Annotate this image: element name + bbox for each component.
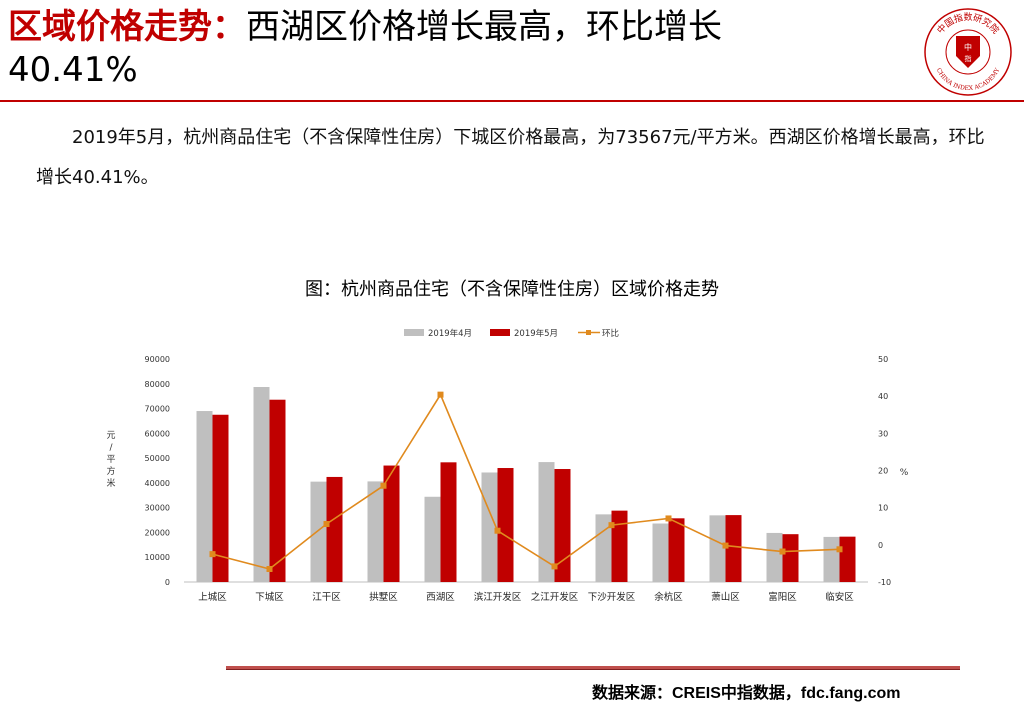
mom-point	[380, 482, 387, 489]
category-label: 江干区	[312, 592, 341, 603]
mom-point	[608, 522, 615, 529]
bar-apr	[595, 514, 612, 582]
bar-apr	[196, 411, 213, 582]
header-divider	[0, 100, 1024, 102]
bar-may	[668, 518, 685, 582]
bar-apr	[823, 536, 840, 582]
left-axis-label-char: /	[109, 443, 113, 453]
left-axis-label-char: 元	[106, 431, 115, 441]
bar-apr	[253, 386, 270, 582]
bar-apr	[709, 515, 726, 582]
left-axis-label-char: 米	[106, 477, 115, 489]
legend-label: 2019年4月	[428, 328, 472, 339]
bar-may	[212, 414, 229, 582]
right-tick-label: 0	[878, 541, 883, 550]
left-tick-label: 20000	[145, 528, 170, 537]
category-label: 萧山区	[711, 591, 740, 603]
category-label: 余杭区	[654, 591, 683, 603]
mom-point	[722, 542, 729, 549]
bar-apr	[367, 481, 384, 582]
mom-point	[323, 521, 330, 528]
bar-may	[497, 468, 514, 582]
legend-swatch-marker	[586, 330, 591, 335]
left-tick-label: 60000	[145, 429, 170, 438]
bar-apr	[766, 532, 783, 582]
left-tick-label: 30000	[145, 504, 170, 513]
bar-apr	[652, 523, 669, 582]
mom-point	[437, 391, 444, 398]
mom-point	[551, 563, 558, 570]
left-tick-label: 10000	[145, 553, 170, 562]
category-label: 下沙开发区	[588, 591, 636, 603]
left-tick-label: 50000	[145, 454, 170, 463]
category-label: 富阳区	[768, 591, 797, 603]
china-index-academy-logo: 中 指 中国指数研究院 CHINA INDEX ACADEMY	[922, 6, 1014, 98]
right-tick-label: 20	[878, 467, 888, 476]
title-highlight: 区域价格走势：	[8, 7, 246, 47]
right-tick-label: 10	[878, 504, 888, 513]
bar-may	[554, 469, 571, 582]
legend-label: 环比	[602, 328, 619, 339]
bar-apr	[481, 472, 498, 582]
category-label: 滨江开发区	[474, 591, 522, 603]
legend-swatch	[404, 329, 424, 336]
left-axis-label-char: 平	[106, 454, 115, 465]
data-source: 数据来源：CREIS中指数据，fdc.fang.com	[592, 685, 901, 702]
slide-title: 区域价格走势：西湖区价格增长最高，环比增长	[8, 4, 908, 50]
mom-point	[836, 546, 843, 553]
logo-text-top: 中国指数研究院	[934, 11, 1001, 36]
left-tick-label: 70000	[145, 405, 170, 414]
bar-may	[383, 465, 400, 582]
category-label: 西湖区	[426, 592, 455, 603]
svg-text:指: 指	[965, 54, 972, 63]
bar-may	[269, 399, 286, 582]
mom-point	[209, 551, 216, 558]
svg-text:中: 中	[964, 42, 972, 52]
mom-line	[212, 392, 840, 570]
bar-apr	[310, 481, 327, 582]
title-line2: 40.41%	[8, 50, 138, 90]
slide-header: 区域价格走势：西湖区价格增长最高，环比增长 40.41%	[8, 4, 908, 90]
right-axis-label: %	[900, 468, 909, 478]
price-trend-chart: 0 10000 20000 30000 40000 50000 60000 70000 8000…	[106, 328, 909, 603]
summary-paragraph: 2019年5月，杭州商品住宅（不含保障性住房）下城区价格最高，为73567元/平…	[36, 127, 985, 188]
bar-may	[839, 536, 856, 582]
bar-may	[725, 515, 742, 582]
legend-label: 2019年5月	[514, 328, 558, 339]
legend-swatch	[490, 329, 510, 336]
bar-may	[782, 534, 799, 582]
left-tick-label: 40000	[145, 479, 170, 488]
left-tick-label: 0	[165, 578, 170, 587]
mom-point	[266, 565, 273, 572]
footer-divider-shadow	[226, 669, 960, 670]
right-tick-label: 50	[878, 355, 888, 364]
right-tick-label: -10	[878, 578, 891, 587]
mom-point	[494, 527, 501, 534]
left-tick-label: 90000	[145, 355, 170, 364]
left-axis-label-char: 方	[106, 465, 115, 477]
bar-may	[326, 476, 343, 582]
category-label: 下城区	[255, 592, 284, 603]
category-label: 之江开发区	[531, 591, 579, 603]
category-label: 上城区	[198, 592, 227, 603]
footer-divider	[226, 666, 960, 669]
title-rest: 西湖区价格增长最高，环比增长	[246, 7, 722, 47]
category-label: 临安区	[825, 591, 854, 603]
mom-point	[779, 548, 786, 555]
bar-may	[611, 510, 628, 582]
bar-apr	[424, 496, 441, 582]
category-label: 拱墅区	[369, 591, 398, 603]
chart-caption: 图：杭州商品住宅（不含保障性住房）区域价格走势	[305, 279, 719, 300]
right-tick-label: 40	[878, 392, 888, 401]
left-tick-label: 80000	[145, 380, 170, 389]
bar-apr	[538, 462, 555, 582]
mom-point	[665, 515, 672, 522]
right-tick-label: 30	[878, 429, 888, 438]
bar-may	[440, 462, 457, 582]
